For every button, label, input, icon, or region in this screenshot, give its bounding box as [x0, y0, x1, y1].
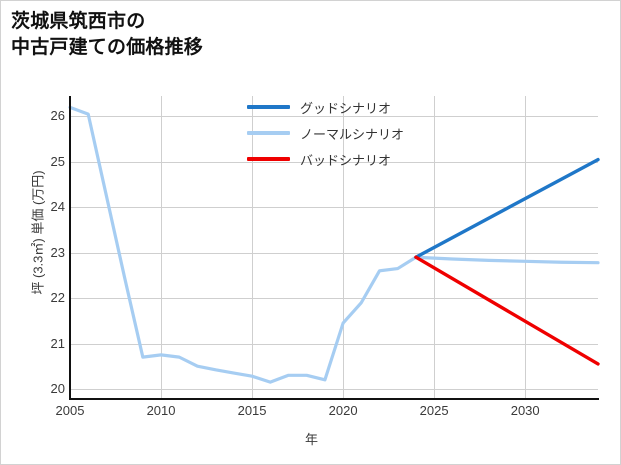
legend-item[interactable]: グッドシナリオ: [247, 94, 457, 120]
legend-color-swatch: [247, 157, 290, 161]
x-tick-label: 2015: [237, 403, 267, 418]
legend-item-label: ノーマルシナリオ: [300, 126, 405, 142]
legend-item[interactable]: バッドシナリオ: [247, 146, 457, 172]
gridline-vertical: [252, 96, 254, 398]
chart-title-line-2: 中古戸建ての価格推移: [11, 37, 204, 58]
y-tick-label: 23: [50, 244, 65, 260]
chart-title: 茨城県筑西市の 中古戸建ての価格推移: [11, 9, 531, 61]
gridline-vertical: [161, 96, 163, 398]
legend-item-label: グッドシナリオ: [300, 100, 392, 116]
x-axis-title: 年: [304, 432, 318, 447]
x-tick-label: 2010: [146, 403, 176, 418]
gridline-horizontal: [70, 298, 598, 300]
chart-title-line-1: 茨城県筑西市の: [11, 11, 146, 32]
series-line: [414, 255, 600, 366]
y-tick-label: 26: [50, 108, 65, 124]
series-line: [68, 105, 600, 384]
gridline-horizontal: [70, 116, 598, 118]
legend-item-label: バッドシナリオ: [300, 152, 392, 168]
gridline-horizontal: [70, 207, 598, 209]
gridline-vertical: [525, 96, 527, 398]
legend-item[interactable]: ノーマルシナリオ: [247, 120, 457, 146]
series-line: [414, 157, 600, 259]
y-tick-label: 22: [50, 290, 65, 306]
y-tick-label: 25: [50, 153, 65, 169]
gridline-horizontal: [70, 343, 598, 345]
gridline-horizontal: [70, 161, 598, 163]
x-axis-tick-labels: 2005 2010 2015 2020 2025 2030: [56, 403, 598, 423]
legend-color-swatch: [247, 105, 290, 109]
x-tick-label: 2030: [510, 403, 540, 418]
y-tick-label: 21: [50, 335, 65, 351]
x-axis-spine: [69, 398, 599, 400]
y-axis-spine: [69, 96, 71, 399]
plot-area: [68, 96, 600, 398]
y-tick-label: 20: [50, 380, 65, 396]
legend-color-swatch: [247, 131, 290, 135]
chart-legend: グッドシナリオ ノーマルシナリオ バッドシナリオ: [247, 94, 457, 172]
x-tick-label: 2020: [328, 403, 358, 418]
y-axis-title: 坪 (3.3㎡) 単価 (万円): [30, 170, 46, 295]
series-lines: [68, 105, 600, 384]
gridline-horizontal: [70, 252, 598, 254]
gridline-vertical: [343, 96, 345, 398]
x-tick-label: 2025: [419, 403, 449, 418]
gridline-horizontal: [70, 388, 598, 390]
y-axis-tick-labels: 20 21 22 23 24 25 26: [35, 96, 65, 398]
x-tick-label: 2005: [55, 403, 85, 418]
y-tick-label: 24: [50, 199, 65, 215]
